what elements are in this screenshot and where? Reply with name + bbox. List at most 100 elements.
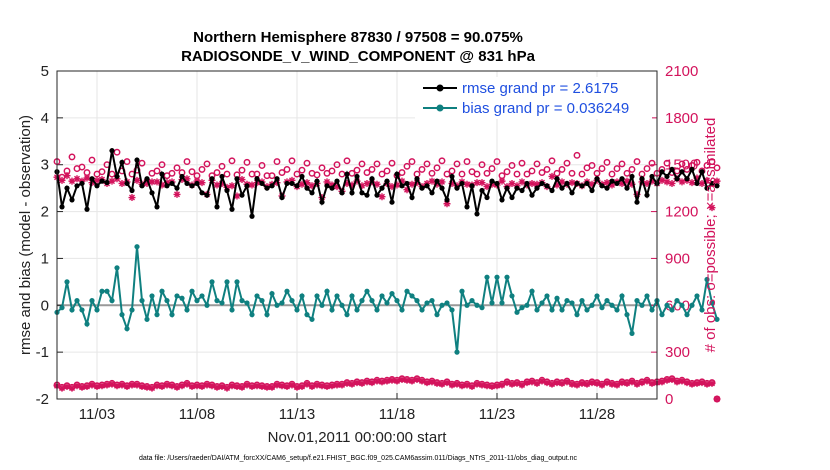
possible-obs-marker: [603, 158, 611, 166]
rmse-point: [549, 187, 555, 194]
rmse-point: [414, 176, 420, 182]
bias-point: [59, 305, 65, 311]
assimilated-obs-marker: [698, 379, 706, 387]
bias-point: [89, 298, 95, 304]
possible-obs-marker: [353, 166, 361, 174]
x-tick-label: 11/28: [579, 406, 615, 423]
rmse-point: [609, 178, 615, 184]
bias-point: [269, 290, 275, 297]
y-right-tick-label: 0: [665, 391, 673, 408]
assimilated-obs-marker: [318, 194, 326, 202]
y-tick-label: -2: [36, 391, 49, 408]
assimilated-obs-marker: [468, 383, 476, 391]
assimilated-obs-marker: [163, 179, 171, 187]
assimilated-obs-marker: [148, 178, 156, 186]
assimilated-obs-marker: [648, 177, 656, 185]
possible-obs-marker: [113, 148, 121, 156]
bias-point: [434, 312, 440, 318]
assimilated-obs-marker: [403, 376, 411, 384]
assimilated-obs-marker: [688, 380, 696, 388]
rmse-point: [134, 157, 140, 163]
bias-point: [324, 288, 330, 294]
rmse-point: [74, 183, 80, 189]
rmse-point: [614, 180, 620, 187]
assimilated-obs-marker: [518, 178, 526, 186]
bias-point: [634, 298, 640, 304]
rmse-point: [534, 185, 540, 191]
assimilated-obs-marker: [273, 179, 281, 187]
bias-point: [114, 265, 120, 271]
possible-obs-marker: [78, 163, 86, 171]
assimilated-obs-marker: [658, 176, 666, 184]
assimilated-obs-marker: [643, 179, 651, 187]
assimilated-obs-marker: [558, 379, 566, 387]
rmse-point: [634, 199, 640, 205]
legend-rmse-label: rmse grand pr = 2.6175: [462, 80, 618, 97]
assimilated-obs-marker: [208, 382, 216, 390]
possible-obs-marker: [428, 169, 436, 177]
y-axis-left: -2 -1 0 1 2 3 4 5: [36, 63, 63, 408]
assimilated-obs-marker: [83, 383, 91, 391]
bias-point: [174, 293, 180, 299]
assimilated-obs-marker: [108, 177, 116, 185]
assimilated-obs-marker: [248, 383, 256, 391]
possible-obs-marker: [513, 170, 521, 178]
possible-obs-marker: [203, 160, 211, 168]
rmse-point: [494, 180, 500, 187]
bias-point: [124, 326, 130, 332]
bias-point: [84, 321, 90, 327]
assimilated-obs-marker: [358, 379, 366, 387]
bias-point: [479, 305, 485, 311]
rmse-point: [644, 192, 650, 198]
possible-obs-marker: [368, 165, 376, 173]
assimilated-obs-marker: [328, 181, 336, 189]
x-axis: 11/03 11/08 11/13 11/18 11/23 11/28: [79, 393, 615, 423]
assimilated-obs-marker: [668, 179, 676, 187]
assimilated-obs-marker: [323, 178, 331, 186]
assimilated-obs-marker: [123, 383, 131, 391]
assimilated-obs-marker: [128, 381, 136, 389]
assimilated-obs-marker: [388, 376, 396, 384]
rmse-point: [304, 185, 310, 191]
bias-point: [674, 298, 680, 304]
rmse-point: [179, 173, 185, 180]
rmse-point: [409, 194, 415, 201]
rmse-point: [484, 194, 490, 201]
assimilated-obs-marker: [613, 381, 621, 389]
bias-point: [559, 307, 565, 313]
rmse-point: [399, 183, 405, 189]
bias-point: [404, 288, 410, 294]
assimilated-obs-marker: [288, 176, 296, 184]
y-tick-label: -1: [36, 344, 49, 361]
rmse-point: [704, 185, 710, 191]
assimilated-obs-marker: [348, 181, 356, 189]
bias-point: [289, 298, 295, 304]
rmse-point: [64, 185, 70, 191]
possible-obs-marker: [198, 165, 206, 173]
assimilated-obs-marker: [668, 375, 676, 383]
rmse-point: [569, 190, 575, 196]
bias-point: [394, 298, 400, 304]
assimilated-obs-marker: [683, 379, 691, 387]
bias-point: [629, 330, 635, 336]
chart-title-line-2: RADIOSONDE_V_WIND_COMPONENT @ 831 hPa: [181, 48, 536, 65]
possible-obs-marker: [473, 170, 481, 178]
bias-point: [544, 293, 550, 299]
assimilated-obs-marker: [408, 377, 416, 385]
possible-obs-marker: [423, 160, 431, 168]
possible-obs-marker: [138, 159, 146, 167]
assimilated-obs-marker: [298, 180, 306, 188]
assimilated-obs-marker: [483, 183, 491, 191]
assimilated-obs-marker: [533, 379, 541, 387]
bias-point: [254, 293, 260, 299]
possible-obs-marker: [543, 165, 551, 173]
assimilated-obs-marker: [548, 172, 556, 180]
bias-point: [414, 298, 420, 304]
assimilated-obs-marker: [443, 379, 451, 387]
bias-point: [499, 300, 505, 306]
bias-point: [564, 298, 570, 304]
assimilated-obs-marker: [548, 380, 556, 388]
assimilated-obs-marker: [278, 382, 286, 390]
assimilated-obs-marker: [708, 204, 716, 212]
assimilated-obs-marker: [638, 379, 646, 387]
